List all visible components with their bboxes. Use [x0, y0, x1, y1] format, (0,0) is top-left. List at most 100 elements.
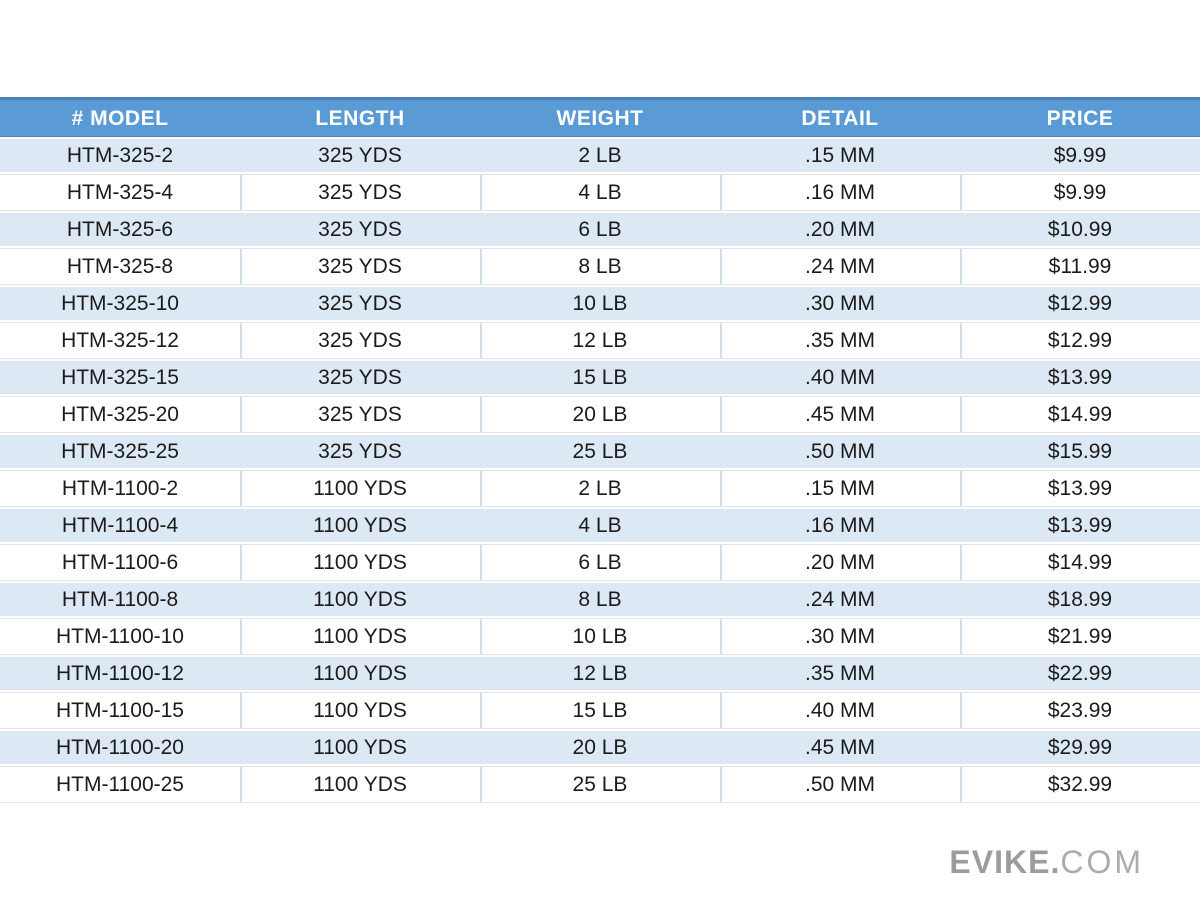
table-cell: HTM-1100-8: [0, 581, 240, 618]
table-cell: $29.99: [960, 729, 1200, 766]
table-cell: 1100 YDS: [240, 544, 480, 581]
table-cell: 1100 YDS: [240, 618, 480, 655]
table-cell: 8 LB: [480, 581, 720, 618]
spec-table: # MODEL LENGTH WEIGHT DETAIL PRICE HTM-325-2…: [0, 97, 1200, 803]
table-body: HTM-325-2 325 YDS 2 LB .15 MM $9.99 HTM-325-4…: [0, 137, 1200, 803]
table-cell: 1100 YDS: [240, 507, 480, 544]
table-cell: 325 YDS: [240, 285, 480, 322]
column-header: DETAIL: [720, 97, 960, 137]
table-cell: HTM-325-2: [0, 137, 240, 174]
table-cell: 4 LB: [480, 174, 720, 211]
table-header: # MODEL LENGTH WEIGHT DETAIL PRICE: [0, 97, 1200, 137]
table-cell: 20 LB: [480, 729, 720, 766]
table-row: HTM-1100-25 1100 YDS 25 LB .50 MM $32.99: [0, 766, 1200, 803]
table-cell: 15 LB: [480, 692, 720, 729]
table-cell: 4 LB: [480, 507, 720, 544]
table-cell: .30 MM: [720, 618, 960, 655]
table-row: HTM-1100-10 1100 YDS 10 LB .30 MM $21.99: [0, 618, 1200, 655]
table-cell: $13.99: [960, 470, 1200, 507]
table-cell: .20 MM: [720, 211, 960, 248]
table-row: HTM-1100-12 1100 YDS 12 LB .35 MM $22.99: [0, 655, 1200, 692]
table-cell: 2 LB: [480, 470, 720, 507]
table-cell: 25 LB: [480, 433, 720, 470]
table-cell: 25 LB: [480, 766, 720, 803]
evike-logo-brand: EVIKE.: [949, 844, 1061, 880]
table-row: HTM-325-20 325 YDS 20 LB .45 MM $14.99: [0, 396, 1200, 433]
table-cell: $12.99: [960, 322, 1200, 359]
column-header: # MODEL: [0, 97, 240, 137]
table-cell: .35 MM: [720, 322, 960, 359]
table-cell: $15.99: [960, 433, 1200, 470]
table-cell: HTM-325-20: [0, 396, 240, 433]
table-row: HTM-325-8 325 YDS 8 LB .24 MM $11.99: [0, 248, 1200, 285]
table-cell: $23.99: [960, 692, 1200, 729]
table-cell: 12 LB: [480, 655, 720, 692]
table-cell: HTM-1100-2: [0, 470, 240, 507]
table-cell: 10 LB: [480, 285, 720, 322]
table-cell: .16 MM: [720, 174, 960, 211]
table-cell: .16 MM: [720, 507, 960, 544]
table-cell: .15 MM: [720, 137, 960, 174]
table-cell: 325 YDS: [240, 174, 480, 211]
table-row: HTM-325-12 325 YDS 12 LB .35 MM $12.99: [0, 322, 1200, 359]
table-cell: $13.99: [960, 359, 1200, 396]
table-cell: 325 YDS: [240, 359, 480, 396]
table-cell: .50 MM: [720, 433, 960, 470]
table-cell: 1100 YDS: [240, 655, 480, 692]
table-cell: 6 LB: [480, 211, 720, 248]
table-cell: 325 YDS: [240, 137, 480, 174]
table-row: HTM-1100-15 1100 YDS 15 LB .40 MM $23.99: [0, 692, 1200, 729]
table-cell: HTM-1100-4: [0, 507, 240, 544]
table-cell: HTM-1100-15: [0, 692, 240, 729]
table-cell: 1100 YDS: [240, 729, 480, 766]
table-row: HTM-325-15 325 YDS 15 LB .40 MM $13.99: [0, 359, 1200, 396]
table-cell: .30 MM: [720, 285, 960, 322]
table-row: HTM-325-25 325 YDS 25 LB .50 MM $15.99: [0, 433, 1200, 470]
table-cell: .45 MM: [720, 729, 960, 766]
table-cell: HTM-1100-6: [0, 544, 240, 581]
table-cell: 10 LB: [480, 618, 720, 655]
table-cell: $32.99: [960, 766, 1200, 803]
table-cell: .15 MM: [720, 470, 960, 507]
table-cell: 20 LB: [480, 396, 720, 433]
table-cell: 1100 YDS: [240, 470, 480, 507]
table-cell: HTM-325-15: [0, 359, 240, 396]
table-cell: HTM-325-8: [0, 248, 240, 285]
table-cell: 325 YDS: [240, 396, 480, 433]
table-cell: .35 MM: [720, 655, 960, 692]
table-cell: $22.99: [960, 655, 1200, 692]
table-cell: HTM-1100-10: [0, 618, 240, 655]
column-header: WEIGHT: [480, 97, 720, 137]
table-cell: HTM-325-10: [0, 285, 240, 322]
column-header: LENGTH: [240, 97, 480, 137]
table-row: HTM-325-6 325 YDS 6 LB .20 MM $10.99: [0, 211, 1200, 248]
table-cell: 325 YDS: [240, 322, 480, 359]
table-row: HTM-325-2 325 YDS 2 LB .15 MM $9.99: [0, 137, 1200, 174]
table-row: HTM-325-4 325 YDS 4 LB .16 MM $9.99: [0, 174, 1200, 211]
table-cell: $21.99: [960, 618, 1200, 655]
table-cell: .40 MM: [720, 359, 960, 396]
table-cell: 325 YDS: [240, 433, 480, 470]
table-row: HTM-1100-6 1100 YDS 6 LB .20 MM $14.99: [0, 544, 1200, 581]
table-cell: 8 LB: [480, 248, 720, 285]
evike-logo: EVIKE.COM: [949, 843, 1144, 881]
table-row: HTM-1100-8 1100 YDS 8 LB .24 MM $18.99: [0, 581, 1200, 618]
table-cell: HTM-325-6: [0, 211, 240, 248]
evike-logo-tld: COM: [1060, 844, 1144, 880]
table-cell: $14.99: [960, 396, 1200, 433]
table-row: HTM-1100-20 1100 YDS 20 LB .45 MM $29.99: [0, 729, 1200, 766]
table-row: HTM-1100-4 1100 YDS 4 LB .16 MM $13.99: [0, 507, 1200, 544]
table-cell: .24 MM: [720, 248, 960, 285]
table-cell: $9.99: [960, 174, 1200, 211]
table-cell: HTM-325-12: [0, 322, 240, 359]
product-spec-sheet: # MODEL LENGTH WEIGHT DETAIL PRICE HTM-325-2…: [0, 97, 1200, 803]
table-cell: 15 LB: [480, 359, 720, 396]
table-cell: .50 MM: [720, 766, 960, 803]
table-cell: $14.99: [960, 544, 1200, 581]
table-cell: 325 YDS: [240, 248, 480, 285]
table-cell: $18.99: [960, 581, 1200, 618]
table-cell: .40 MM: [720, 692, 960, 729]
table-header-row: # MODEL LENGTH WEIGHT DETAIL PRICE: [0, 97, 1200, 137]
table-cell: HTM-1100-25: [0, 766, 240, 803]
table-cell: $10.99: [960, 211, 1200, 248]
